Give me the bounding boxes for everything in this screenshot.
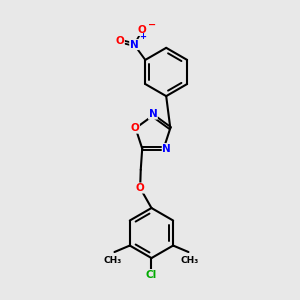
Text: Cl: Cl xyxy=(146,269,157,280)
Text: +: + xyxy=(140,32,146,41)
Text: N: N xyxy=(162,144,171,154)
Text: −: − xyxy=(148,20,156,29)
Text: O: O xyxy=(136,183,145,193)
Text: CH₃: CH₃ xyxy=(181,256,199,265)
Text: O: O xyxy=(116,36,124,46)
Text: O: O xyxy=(130,123,140,133)
Text: CH₃: CH₃ xyxy=(104,256,122,265)
Text: O: O xyxy=(138,26,147,35)
Text: N: N xyxy=(130,40,139,50)
Text: N: N xyxy=(148,109,157,119)
